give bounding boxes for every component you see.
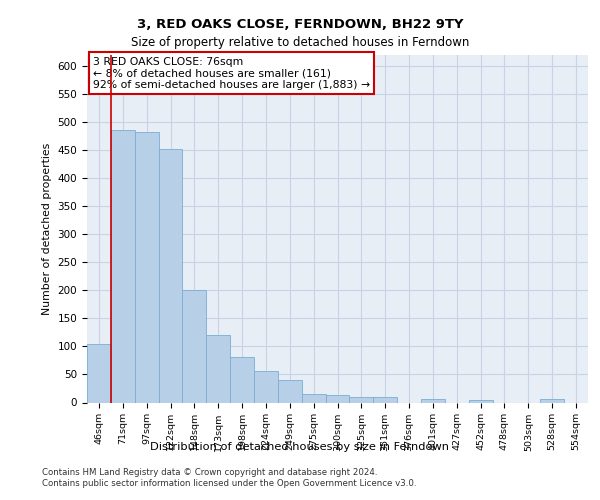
- Y-axis label: Number of detached properties: Number of detached properties: [42, 142, 52, 315]
- Text: Distribution of detached houses by size in Ferndown: Distribution of detached houses by size …: [151, 442, 449, 452]
- Bar: [254, 370, 278, 402]
- Bar: [182, 290, 206, 403]
- Bar: [87, 344, 111, 402]
- Bar: [206, 335, 230, 402]
- Bar: [230, 356, 254, 403]
- Text: Contains HM Land Registry data © Crown copyright and database right 2024.
Contai: Contains HM Land Registry data © Crown c…: [42, 468, 416, 487]
- Bar: [111, 130, 135, 402]
- Bar: [278, 380, 302, 402]
- Text: 3 RED OAKS CLOSE: 76sqm
← 8% of detached houses are smaller (161)
92% of semi-de: 3 RED OAKS CLOSE: 76sqm ← 8% of detached…: [93, 56, 370, 90]
- Bar: [158, 149, 182, 403]
- Bar: [469, 400, 493, 402]
- Bar: [540, 398, 564, 402]
- Bar: [373, 397, 397, 402]
- Text: 3, RED OAKS CLOSE, FERNDOWN, BH22 9TY: 3, RED OAKS CLOSE, FERNDOWN, BH22 9TY: [137, 18, 463, 30]
- Bar: [421, 398, 445, 402]
- Text: Size of property relative to detached houses in Ferndown: Size of property relative to detached ho…: [131, 36, 469, 49]
- Bar: [135, 132, 158, 402]
- Bar: [349, 397, 373, 402]
- Bar: [326, 394, 349, 402]
- Bar: [302, 394, 326, 402]
